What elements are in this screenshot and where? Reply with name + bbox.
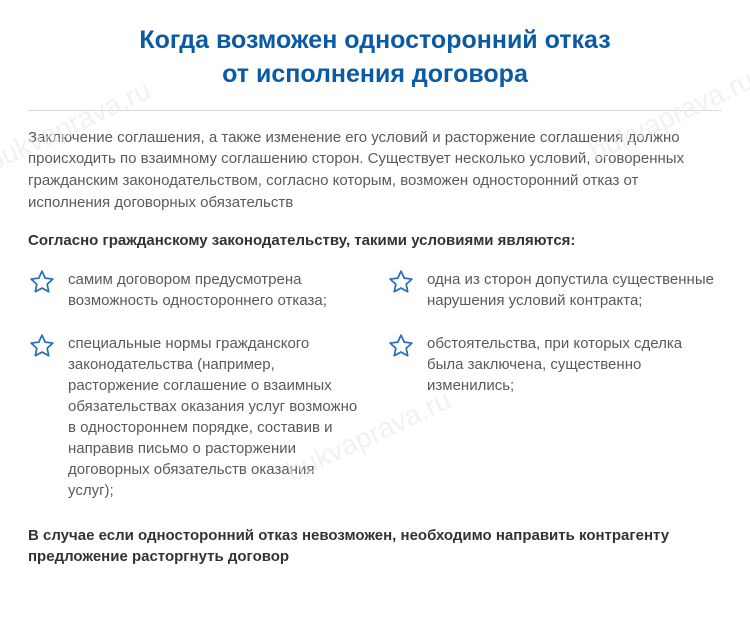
condition-item: одна из сторон допустила существенные на…: [387, 269, 722, 311]
star-icon: [387, 269, 415, 297]
star-icon: [387, 333, 415, 361]
condition-item: специальные нормы гражданского законодат…: [28, 333, 363, 501]
condition-text: самим договором предусмотрена возможност…: [68, 269, 363, 311]
intro-paragraph: Заключение соглашения, а также изменение…: [28, 127, 722, 214]
condition-item: обстоятельства, при которых сделка была …: [387, 333, 722, 501]
condition-text: одна из сторон допустила существенные на…: [427, 269, 722, 311]
subheading: Согласно гражданскому законодательству, …: [28, 232, 722, 249]
condition-text: специальные нормы гражданского законодат…: [68, 333, 363, 501]
star-icon: [28, 333, 56, 361]
page-title: Когда возможен односторонний отказ от ис…: [28, 24, 722, 92]
conditions-grid: самим договором предусмотрена возможност…: [28, 269, 722, 501]
title-line-2: от исполнения договора: [222, 60, 528, 88]
title-line-1: Когда возможен односторонний отказ: [139, 26, 610, 54]
condition-item: самим договором предусмотрена возможност…: [28, 269, 363, 311]
footer-note: В случае если односторонний отказ невозм…: [28, 525, 722, 567]
condition-text: обстоятельства, при которых сделка была …: [427, 333, 722, 396]
star-icon: [28, 269, 56, 297]
divider: [28, 110, 722, 111]
